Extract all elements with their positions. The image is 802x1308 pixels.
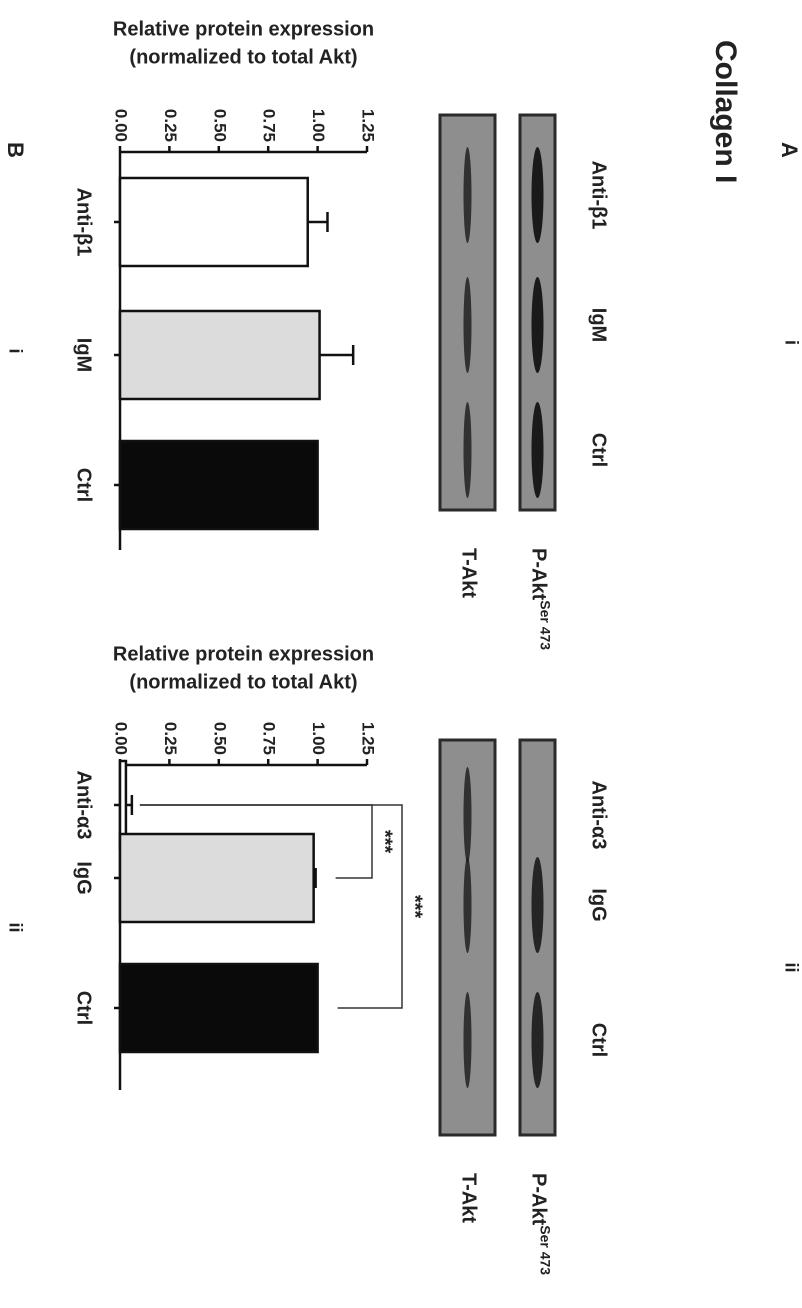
lane-label: Ctrl — [588, 433, 610, 467]
significance-label: *** — [374, 830, 396, 854]
blot-band — [531, 857, 544, 953]
blot-band — [463, 992, 472, 1088]
significance-bracket — [139, 804, 403, 1009]
bar — [118, 176, 309, 268]
bar — [118, 962, 319, 1054]
x-tick-label: Anti-α3 — [73, 771, 95, 840]
blot-band — [531, 992, 544, 1088]
lane-label: Anti-β1 — [588, 161, 610, 230]
blot-band — [531, 147, 544, 243]
bar — [118, 832, 315, 924]
blot-band — [531, 402, 544, 498]
blot-band — [463, 402, 472, 498]
y-axis-label: Relative protein expression — [113, 643, 374, 665]
blot-band — [463, 147, 472, 243]
row-name: T-Akt — [457, 1173, 479, 1223]
figure-title: Collagen I — [709, 40, 742, 183]
lane-label: Anti-α3 — [588, 781, 610, 850]
x-tick-label: Ctrl — [73, 991, 95, 1025]
y-tick-label: 0.50 — [210, 722, 229, 755]
panel-label: A — [777, 142, 802, 158]
y-axis-label: Relative protein expression — [113, 18, 374, 40]
blot-band — [463, 857, 472, 953]
x-tick-label: IgM — [73, 338, 95, 372]
row-label: P-AktSer 473 — [527, 548, 554, 650]
y-tick-label: 1.25 — [359, 109, 378, 142]
y-tick-label: 1.00 — [309, 109, 328, 142]
x-tick-label: Anti-β1 — [73, 188, 95, 257]
bar — [118, 439, 319, 531]
y-axis-label: (normalized to total Akt) — [129, 46, 357, 68]
row-superscript: Ser 473 — [538, 600, 554, 650]
y-tick-label: 0.75 — [260, 722, 279, 755]
lane-label: IgM — [588, 308, 610, 342]
row-label: T-Akt — [457, 548, 479, 598]
y-tick-label: 0.00 — [112, 109, 131, 142]
y-tick-label: 0.50 — [210, 109, 229, 142]
blot-band — [463, 277, 472, 373]
row-name: P-Akt — [527, 1173, 549, 1226]
y-tick-label: 1.00 — [309, 722, 328, 755]
panel-label: B — [3, 142, 28, 158]
y-axis-label: (normalized to total Akt) — [129, 671, 357, 693]
y-tick-label: 0.25 — [161, 722, 180, 755]
sub-label: ii — [5, 922, 25, 932]
bar — [118, 309, 321, 401]
blot-band — [531, 277, 544, 373]
y-tick-label: 1.25 — [359, 722, 378, 755]
sub-label: i — [5, 348, 25, 353]
row-name: P-Akt — [527, 548, 549, 601]
y-tick-label: 0.25 — [161, 109, 180, 142]
x-tick-label: Ctrl — [73, 468, 95, 502]
lane-label: IgG — [588, 888, 610, 921]
y-tick-label: 0.75 — [260, 109, 279, 142]
sub-label: i — [781, 340, 801, 345]
blot-band — [463, 767, 472, 863]
row-superscript: Ser 473 — [538, 1225, 554, 1275]
lane-label: Ctrl — [588, 1023, 610, 1057]
y-tick-label: 0.00 — [112, 722, 131, 755]
x-tick-label: IgG — [73, 861, 95, 894]
significance-label: *** — [404, 895, 426, 919]
row-name: T-Akt — [457, 548, 479, 598]
row-label: T-Akt — [457, 1173, 479, 1223]
sub-label: ii — [781, 962, 801, 972]
row-label: P-AktSer 473 — [527, 1173, 554, 1275]
